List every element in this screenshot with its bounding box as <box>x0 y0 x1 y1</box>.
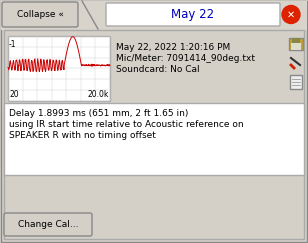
Bar <box>4 30 304 239</box>
Bar <box>1 1 307 30</box>
Bar <box>292 38 300 43</box>
Text: Change Cal...: Change Cal... <box>18 220 78 229</box>
Text: SPEAKER R with no timing offset: SPEAKER R with no timing offset <box>9 131 156 140</box>
FancyBboxPatch shape <box>2 2 78 27</box>
Text: Mic/Meter: 7091414_90deg.txt: Mic/Meter: 7091414_90deg.txt <box>116 54 255 63</box>
Text: using IR start time relative to Acoustic reference on: using IR start time relative to Acoustic… <box>9 120 244 129</box>
Text: 20: 20 <box>9 90 18 99</box>
Text: Delay 1.8993 ms (651 mm, 2 ft 1.65 in): Delay 1.8993 ms (651 mm, 2 ft 1.65 in) <box>9 109 188 118</box>
Text: 20.0k: 20.0k <box>87 90 109 99</box>
Text: May 22: May 22 <box>172 8 215 21</box>
Circle shape <box>282 6 300 24</box>
Bar <box>4 103 304 175</box>
Text: ✕: ✕ <box>287 9 295 19</box>
Polygon shape <box>82 1 307 29</box>
Bar <box>290 75 302 89</box>
FancyBboxPatch shape <box>106 3 280 26</box>
Bar <box>8 36 110 101</box>
Bar <box>291 43 301 50</box>
FancyBboxPatch shape <box>4 213 92 236</box>
Text: May 22, 2022 1:20:16 PM: May 22, 2022 1:20:16 PM <box>116 43 230 52</box>
Text: Soundcard: No Cal: Soundcard: No Cal <box>116 65 200 74</box>
Text: Collapse «: Collapse « <box>17 10 63 19</box>
Bar <box>289 38 303 50</box>
Text: -1: -1 <box>9 40 17 49</box>
